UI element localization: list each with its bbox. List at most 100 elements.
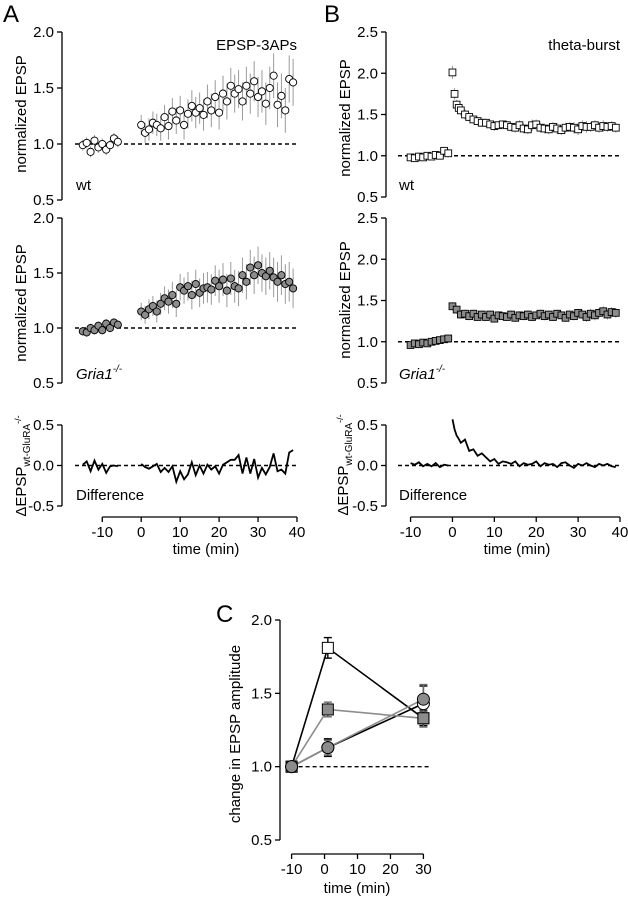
b-wt-chart: 0.5 1.0 1.5 2.0 2.5 — [357, 24, 620, 206]
a-wt-point — [261, 99, 270, 108]
a-wt-point — [281, 106, 290, 115]
a-diff-chart: -0.5 0.0 0.5 -10 0 10 20 30 40 — [28, 417, 305, 541]
panel-letter-b: B — [324, 1, 340, 28]
a-wt-point — [176, 106, 185, 115]
c-series-line-3 — [291, 698, 424, 768]
c-x-tick-label: 30 — [415, 861, 432, 878]
b-gria-label: Gria1-/- — [399, 364, 446, 383]
a-wt-point — [277, 91, 286, 100]
a-wt-label: wt — [75, 177, 92, 194]
b-gria-y-tick-label: 2.5 — [357, 210, 378, 227]
a-gria-point — [113, 320, 122, 329]
a-wt-y-tick-label: 1.5 — [33, 80, 54, 97]
a-gria-point — [98, 326, 107, 335]
a-wt-point — [187, 101, 196, 110]
a-gria-point — [191, 279, 200, 289]
a-wt-point — [234, 85, 243, 94]
a-gria-point — [172, 299, 181, 308]
a-wt-point — [144, 125, 154, 134]
b-wt-point — [456, 106, 465, 115]
a-wt-y-tick-label: 1.0 — [33, 136, 54, 153]
a-gria-point — [207, 285, 216, 294]
c-ylabel: change in EPSP amplitude — [227, 645, 244, 823]
c-x-tick-label: 20 — [382, 861, 399, 878]
plot-area: 0.51.01.52.00.51.01.52.0-0.50.00.5-10 0 10… — [28, 24, 628, 878]
c-point — [285, 760, 299, 774]
b-diff-x-tick-label: -10 — [400, 524, 422, 541]
a-gria-y-tick-label: 1.5 — [33, 265, 54, 282]
c-x-tick-label: 0 — [320, 861, 328, 878]
panel-letter-c: C — [216, 601, 233, 628]
b-wt-label: wt — [398, 177, 415, 194]
a-gria-point — [183, 282, 192, 291]
a-diff-label: Difference — [76, 487, 144, 504]
b-wt-point — [611, 123, 620, 132]
b-wt-y-tick-label: 0.5 — [357, 189, 378, 206]
a-wt-point — [254, 92, 263, 102]
c-point — [416, 692, 430, 706]
a-wt-point — [238, 97, 247, 106]
c-y-tick-label: 1.5 — [251, 685, 272, 702]
a-gria-point — [211, 276, 220, 285]
a-gria-point — [156, 299, 165, 308]
a-wt-point — [156, 124, 165, 133]
a-wt-y-tick-label: 2.0 — [33, 24, 54, 41]
a-gria-point — [226, 274, 235, 283]
panel-b-title: theta-burst — [548, 37, 621, 54]
c-y-tick-label: 0.5 — [251, 832, 272, 849]
b-diff-ylabel: ΔEPSPwt-GluRA-/- — [335, 414, 355, 515]
b-wt-point — [523, 125, 532, 134]
a-wt-point — [226, 81, 235, 90]
b-diff-x-tick-label: 30 — [570, 524, 587, 541]
a-gria-point — [285, 277, 294, 286]
a-wt-y-tick-label: 0.5 — [33, 192, 54, 209]
c-x-tick-label: -10 — [281, 861, 303, 878]
b-wt-y-tick-label: 1.5 — [357, 107, 378, 124]
a-wt-point — [113, 137, 122, 146]
a-gria-point — [261, 272, 270, 281]
b-diff-difference-line — [410, 419, 616, 470]
b-wt-point — [448, 68, 457, 77]
a-diff-difference-line — [82, 449, 294, 485]
a-gria-point — [273, 277, 282, 286]
b-gria-y-tick-label: 1.0 — [357, 334, 378, 351]
a-diff-x-tick-label: 20 — [211, 524, 228, 541]
c-point — [321, 641, 334, 654]
a-wt-point — [106, 141, 115, 150]
a-gria-point — [141, 310, 150, 319]
a-gria-point — [218, 275, 228, 284]
b-diff-label: Difference — [399, 487, 467, 504]
b-gria-point — [444, 334, 453, 343]
a-wt-point — [164, 122, 173, 131]
a-wt-chart: 0.5 1.0 1.5 2.0 — [33, 24, 298, 209]
a-wt-point — [82, 138, 91, 147]
c-point — [321, 703, 334, 716]
a-wt-point — [160, 113, 169, 122]
b-wt-ylabel: normalized EPSP — [337, 59, 354, 177]
a-wt-point — [207, 106, 216, 115]
c-point — [321, 741, 335, 755]
a-xlabel: time (min) — [173, 541, 240, 558]
b-gria-y-tick-label: 1.5 — [357, 293, 378, 310]
a-wt-point — [90, 136, 99, 145]
b-wt-y-tick-label: 1.0 — [357, 148, 378, 165]
b-diff-x-tick-label: 0 — [448, 524, 456, 541]
c-series-line-0 — [290, 646, 424, 767]
c-y-tick-label: 1.0 — [251, 759, 272, 776]
a-diff-y-tick-label: -0.5 — [28, 498, 54, 515]
a-diff-x-tick-label: 10 — [172, 524, 189, 541]
panel-letter-a: A — [3, 1, 19, 28]
b-diff-x-tick-label: 40 — [612, 524, 628, 541]
a-wt-point — [183, 109, 192, 118]
a-gria-point — [238, 271, 247, 280]
c-series-line-2 — [290, 708, 424, 768]
a-wt-point — [222, 97, 231, 106]
a-diff-x-tick-label: 30 — [250, 524, 267, 541]
a-gria-point — [187, 290, 196, 300]
a-diff-x-tick-label: 40 — [289, 524, 306, 541]
a-gria-point — [246, 263, 255, 272]
b-wt-y-tick-label: 2.0 — [357, 65, 378, 82]
c-point — [417, 712, 430, 725]
b-gria-y-tick-label: 2.0 — [357, 251, 378, 268]
